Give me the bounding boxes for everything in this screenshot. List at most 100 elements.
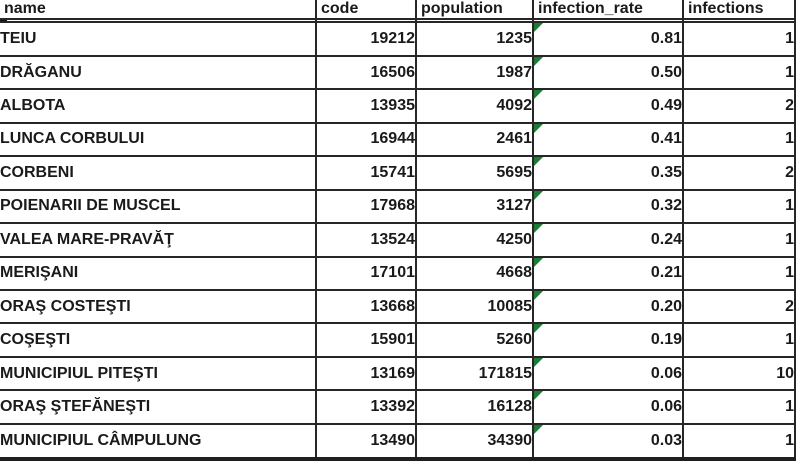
cell-population[interactable]: 4092: [415, 88, 534, 124]
cell-value: 13490: [370, 431, 415, 449]
cell-code[interactable]: 19212: [315, 21, 417, 57]
cell-value: 1: [785, 431, 794, 449]
cell-infection-rate[interactable]: 0.41: [532, 121, 684, 158]
cell-population-empty[interactable]: [415, 17, 534, 24]
cell-population[interactable]: 171815: [415, 355, 534, 392]
cell-infection-rate-empty[interactable]: [532, 17, 684, 24]
cell-population[interactable]: 10085: [415, 288, 534, 325]
cell-infection-rate[interactable]: 0.19: [532, 322, 684, 358]
table-row: CORBENI 15741 5695 0.35 2: [0, 155, 796, 191]
cell-infections[interactable]: 10: [682, 355, 796, 392]
cell-name[interactable]: DRĂGANU: [0, 54, 317, 91]
cell-infections[interactable]: 1: [682, 255, 796, 291]
header-cell-population[interactable]: population: [415, 0, 534, 20]
cell-population[interactable]: 5260: [415, 322, 534, 358]
error-flag-icon: [535, 358, 543, 367]
cell-infections[interactable]: 1: [682, 54, 796, 91]
cell-code[interactable]: 15901: [315, 322, 417, 358]
cell-name[interactable]: MUNICIPIUL PITEŞTI: [0, 355, 317, 392]
cell-code[interactable]: 13392: [315, 389, 417, 425]
cell-population[interactable]: 1235: [415, 21, 534, 57]
cell-code[interactable]: 16506: [315, 54, 417, 91]
cell-value: 2: [785, 297, 794, 315]
cell-name[interactable]: TEIU: [0, 21, 317, 57]
cell-population[interactable]: 5695: [415, 155, 534, 191]
cell-infection-rate[interactable]: 0.32: [532, 188, 684, 225]
cell-population[interactable]: 1987: [415, 54, 534, 91]
cell-name[interactable]: COŞEŞTI: [0, 322, 317, 358]
cell-code[interactable]: 17101: [315, 255, 417, 291]
header-cell-name[interactable]: name: [0, 0, 317, 20]
error-flag-icon: [535, 325, 543, 334]
cell-population[interactable]: 16128: [415, 389, 534, 425]
cell-value: VALEA MARE-PRAVĂŢ: [0, 230, 174, 248]
header-cell-infection-rate[interactable]: infection_rate: [532, 0, 684, 20]
cell-infections[interactable]: 1: [682, 389, 796, 425]
cell-value: 13524: [370, 230, 415, 248]
cell-name[interactable]: LUNCA CORBULUI: [0, 121, 317, 158]
cell-population[interactable]: 4250: [415, 222, 534, 258]
cell-infection-rate[interactable]: 0.03: [532, 422, 684, 461]
cell-name[interactable]: ORAŞ ŞTEFĂNEŞTI: [0, 389, 317, 425]
cell-code[interactable]: 13169: [315, 355, 417, 392]
cell-code[interactable]: 16944: [315, 121, 417, 158]
cell-value: 34390: [487, 431, 532, 449]
cell-infection-rate[interactable]: 0.81: [532, 21, 684, 57]
table-row: POIENARII DE MUSCEL 17968 3127 0.32 1: [0, 188, 796, 225]
cell-name-empty[interactable]: [0, 17, 317, 24]
cell-infections-empty[interactable]: [682, 17, 796, 24]
cell-code[interactable]: 13668: [315, 288, 417, 325]
cell-value: 0.50: [650, 63, 682, 81]
cell-code[interactable]: 13524: [315, 222, 417, 258]
cell-infections[interactable]: 1: [682, 21, 796, 57]
cell-infections[interactable]: 1: [682, 188, 796, 225]
cell-name[interactable]: MERIŞANI: [0, 255, 317, 291]
cell-infection-rate[interactable]: 0.21: [532, 255, 684, 291]
cell-name[interactable]: ORAŞ COSTEŞTI: [0, 288, 317, 325]
cell-value: 1: [785, 130, 794, 148]
cell-value: MUNICIPIUL PITEŞTI: [0, 364, 158, 382]
error-flag-icon: [535, 258, 543, 267]
cell-value: 13668: [370, 297, 415, 315]
cell-value: 0.81: [650, 30, 682, 48]
cell-population[interactable]: 4668: [415, 255, 534, 291]
cell-value: MERIŞANI: [0, 264, 79, 282]
cell-infection-rate[interactable]: 0.49: [532, 88, 684, 124]
cell-infections[interactable]: 1: [682, 222, 796, 258]
cell-infection-rate[interactable]: 0.20: [532, 288, 684, 325]
header-cell-code[interactable]: code: [315, 0, 417, 20]
cell-infections[interactable]: 2: [682, 155, 796, 191]
cell-infection-rate[interactable]: 0.06: [532, 389, 684, 425]
cell-code[interactable]: 17968: [315, 188, 417, 225]
cell-name[interactable]: POIENARII DE MUSCEL: [0, 188, 317, 225]
cell-code[interactable]: 13935: [315, 88, 417, 124]
cell-population[interactable]: 34390: [415, 422, 534, 461]
cell-code-empty[interactable]: [315, 17, 417, 24]
cell-value: 17101: [370, 264, 415, 282]
cell-infection-rate[interactable]: 0.06: [532, 355, 684, 392]
cell-infections[interactable]: 1: [682, 121, 796, 158]
cell-infections[interactable]: 2: [682, 88, 796, 124]
cell-infection-rate[interactable]: 0.24: [532, 222, 684, 258]
table-row: ORAŞ COSTEŞTI 13668 10085 0.20 2: [0, 288, 796, 325]
cell-population[interactable]: 3127: [415, 188, 534, 225]
error-flag-icon: [535, 392, 543, 401]
cell-code[interactable]: 15741: [315, 155, 417, 191]
cell-value: 4250: [496, 230, 532, 248]
cell-population[interactable]: 2461: [415, 121, 534, 158]
header-cell-infections[interactable]: infections: [682, 0, 796, 20]
cell-infection-rate[interactable]: 0.35: [532, 155, 684, 191]
cell-infections[interactable]: 1: [682, 322, 796, 358]
table-row: COŞEŞTI 15901 5260 0.19 1: [0, 322, 796, 358]
cell-infections[interactable]: 1: [682, 422, 796, 461]
cell-name[interactable]: VALEA MARE-PRAVĂŢ: [0, 222, 317, 258]
table-row: MUNICIPIUL CÂMPULUNG 13490 34390 0.03 1: [0, 422, 796, 461]
cell-infections[interactable]: 2: [682, 288, 796, 325]
cell-infection-rate[interactable]: 0.50: [532, 54, 684, 91]
cell-value: 1: [785, 30, 794, 48]
cell-code[interactable]: 13490: [315, 422, 417, 461]
cell-name[interactable]: MUNICIPIUL CÂMPULUNG: [0, 422, 317, 461]
cell-name[interactable]: CORBENI: [0, 155, 317, 191]
cell-name[interactable]: ALBOTA: [0, 88, 317, 124]
